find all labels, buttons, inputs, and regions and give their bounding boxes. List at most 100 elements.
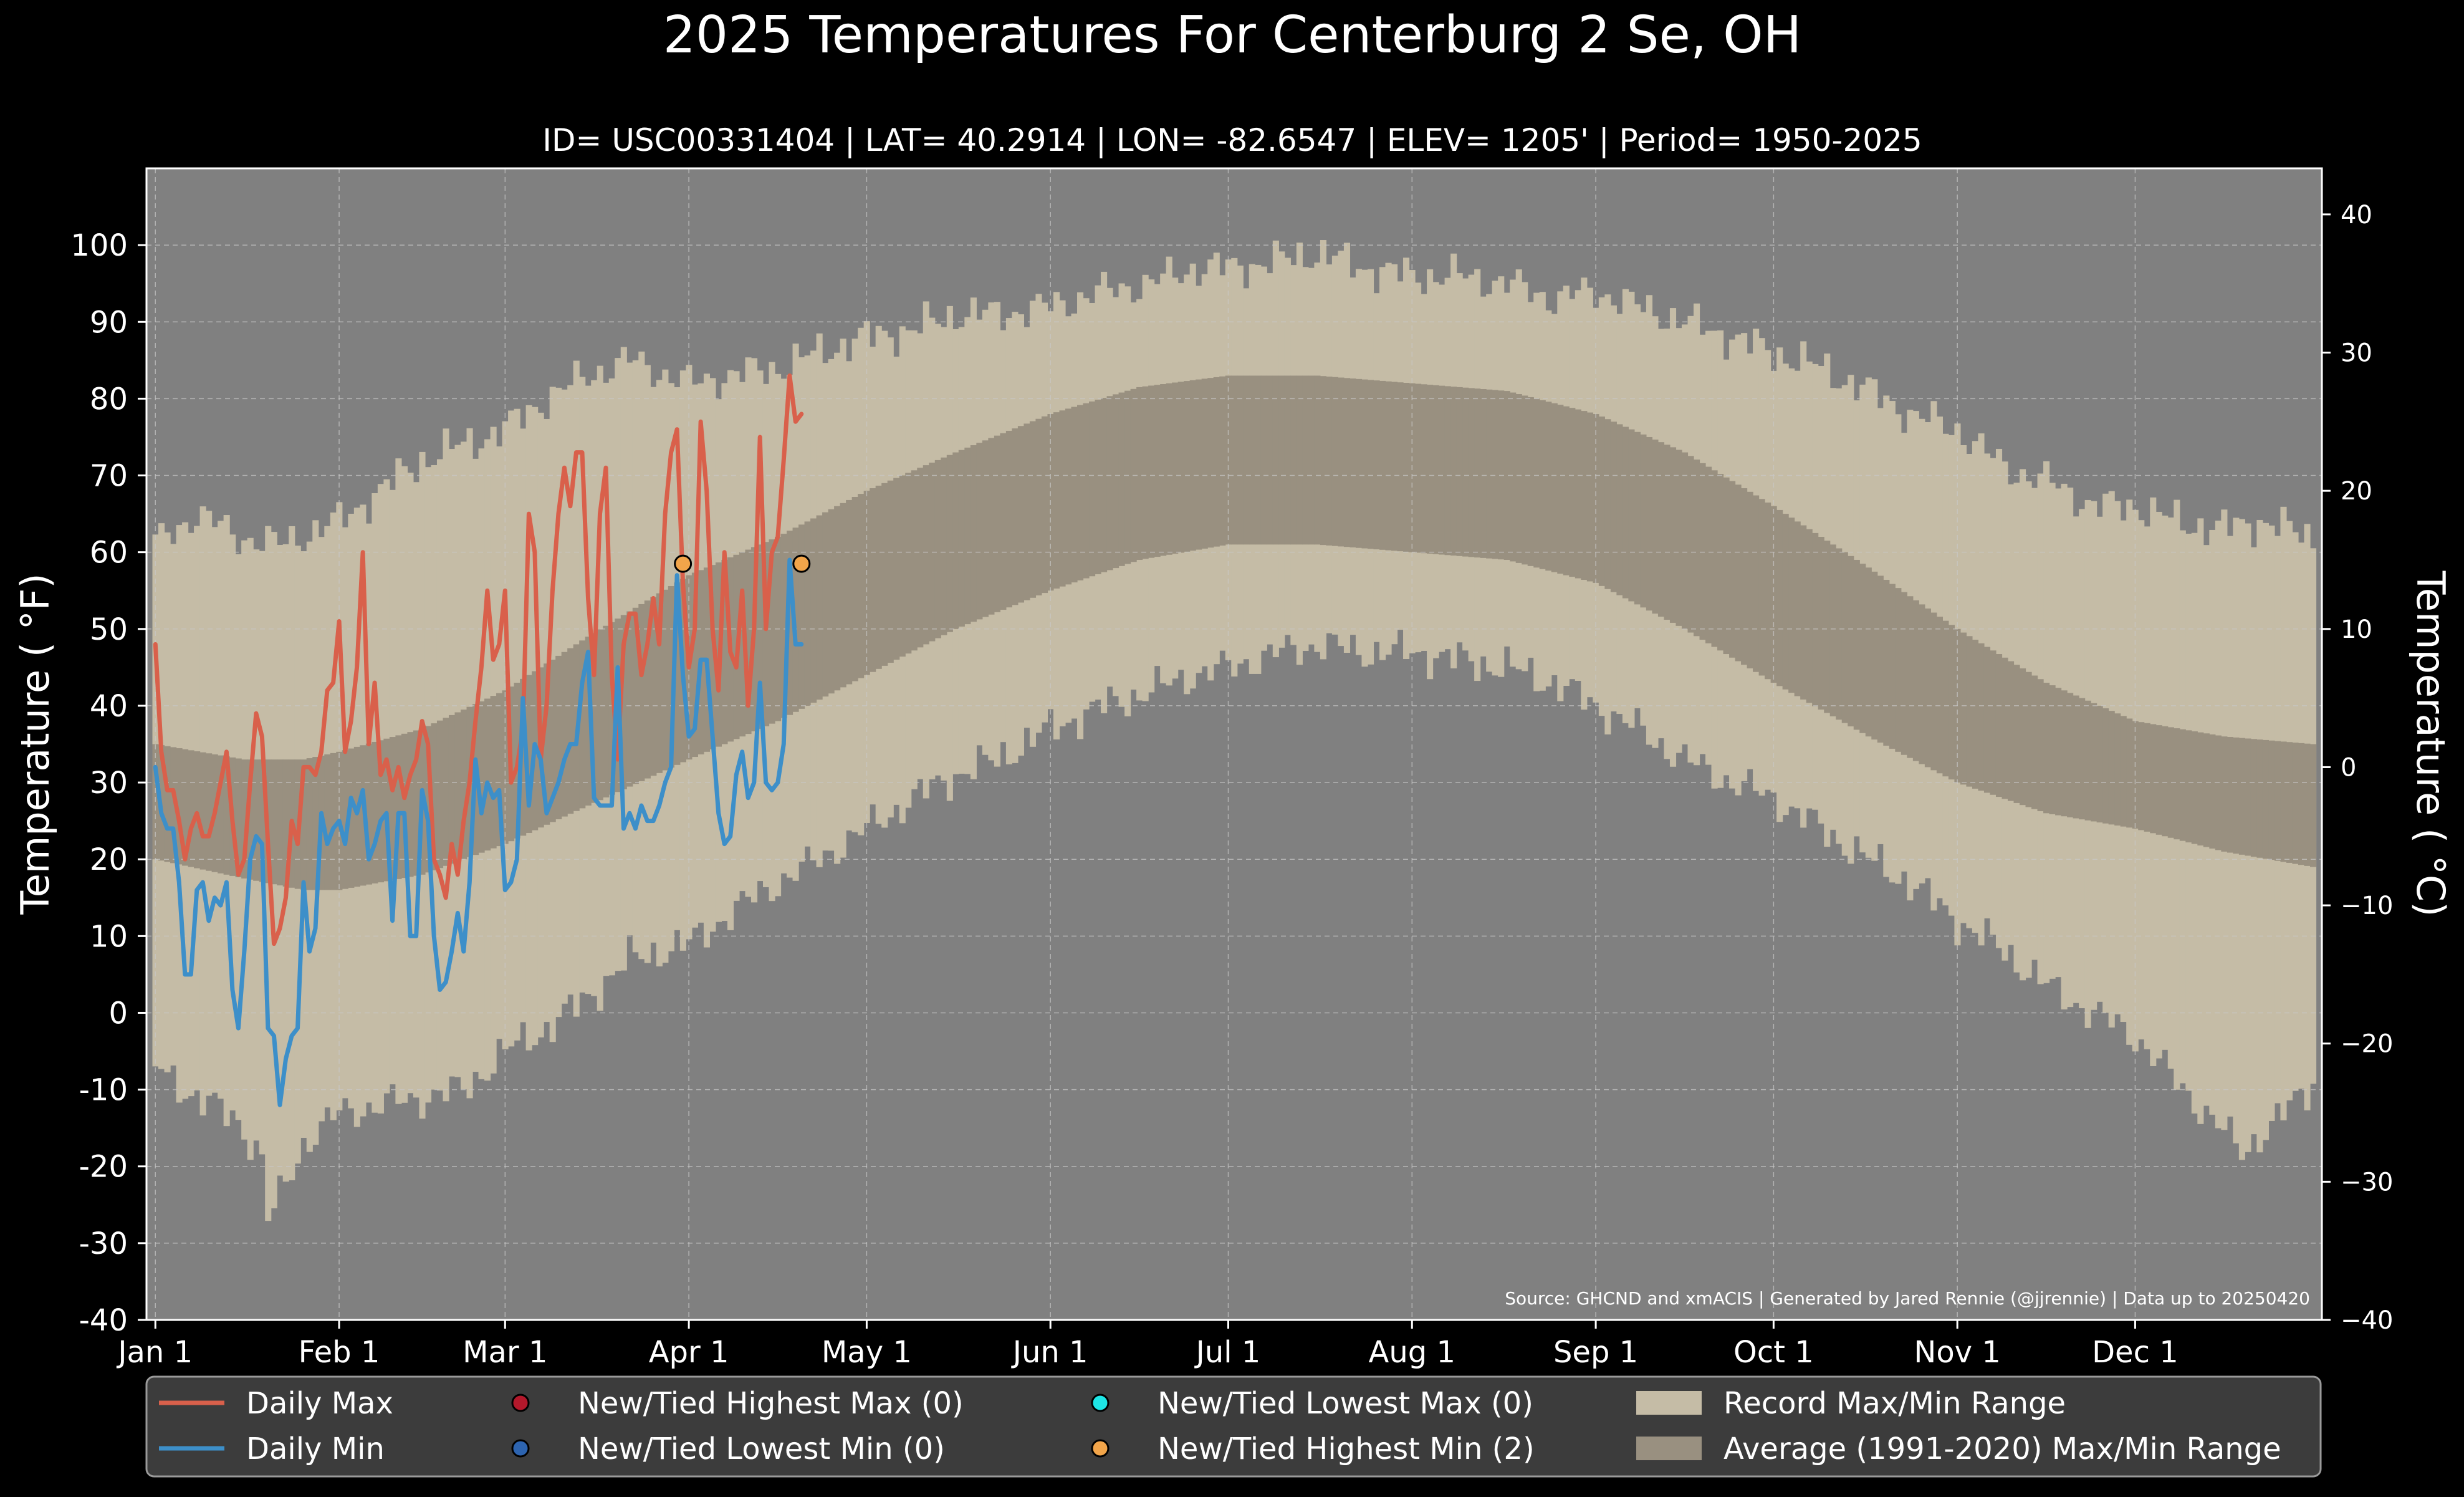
normal-range-bar xyxy=(1480,389,1487,558)
normal-range-bar xyxy=(1924,608,1931,768)
normal-range-bar xyxy=(662,589,669,771)
normal-range-bar xyxy=(1237,375,1244,545)
normal-range-bar xyxy=(1510,392,1517,562)
normal-range-bar xyxy=(1770,506,1777,683)
normal-range-bar xyxy=(1978,643,1985,791)
normal-range-bar xyxy=(1622,426,1629,599)
normal-range-bar xyxy=(1782,514,1789,690)
normal-range-bar xyxy=(1118,392,1125,566)
normal-range-bar xyxy=(1101,398,1108,572)
normal-range-bar xyxy=(1948,625,1955,780)
normal-range-bar xyxy=(496,693,503,847)
normal-range-bar xyxy=(958,450,965,627)
normal-range-bar xyxy=(739,552,746,737)
normal-range-bar xyxy=(1515,394,1522,563)
normal-range-bar xyxy=(544,663,550,825)
normal-range-bar xyxy=(1693,460,1700,637)
normal-range-bar xyxy=(1017,426,1025,603)
normal-range-bar xyxy=(787,531,793,715)
normal-range-bar xyxy=(603,625,610,797)
normal-range-bar xyxy=(1788,517,1795,693)
normal-range-bar xyxy=(330,753,337,890)
right-tick-label: −40 xyxy=(2341,1306,2393,1335)
normal-range-bar xyxy=(2286,742,2293,863)
normal-range-bar xyxy=(424,726,432,873)
normal-range-bar xyxy=(1758,499,1765,676)
normal-range-bar xyxy=(218,755,224,874)
normal-range-bar xyxy=(1586,412,1593,582)
normal-range-bar xyxy=(1765,503,1771,680)
normal-range-bar xyxy=(585,637,592,806)
legend-label: Record Max/Min Range xyxy=(1723,1386,2066,1421)
normal-range-bar xyxy=(2227,737,2233,853)
normal-range-bar xyxy=(626,611,633,787)
normal-range-bar xyxy=(176,748,183,865)
legend-label: Average (1991-2020) Max/Min Range xyxy=(1723,1432,2281,1466)
normal-range-bar xyxy=(1652,440,1659,614)
normal-range-bar xyxy=(2174,728,2180,840)
right-tick-label: 40 xyxy=(2341,201,2372,229)
normal-range-bar xyxy=(2250,739,2257,857)
normal-range-bar xyxy=(2245,738,2251,856)
normal-range-bar xyxy=(1942,620,1949,777)
normal-range-bar xyxy=(982,440,989,617)
normal-range-bar xyxy=(1717,474,1724,651)
normal-range-bar xyxy=(1201,378,1208,549)
normal-range-bar xyxy=(1486,389,1493,559)
normal-range-bar xyxy=(170,747,177,864)
normal-range-bar xyxy=(674,582,681,765)
normal-range-bar xyxy=(2043,682,2050,814)
normal-range-bar xyxy=(2155,725,2162,835)
normal-range-bar xyxy=(1296,375,1303,545)
normal-range-bar xyxy=(1806,529,1813,703)
plot-area: Source: GHCND and xmACIS | Generated by … xyxy=(145,167,2323,1321)
legend-label: New/Tied Lowest Max (0) xyxy=(1158,1386,1533,1421)
normal-range-bar xyxy=(834,506,841,691)
normal-range-bar xyxy=(2031,675,2038,809)
left-tick-label: -40 xyxy=(79,1303,128,1338)
normal-range-bar xyxy=(1581,411,1588,580)
normal-range-bar xyxy=(1522,395,1528,565)
left-tick-label: 70 xyxy=(90,459,128,494)
x-axis: Jan 1 Feb 1 Mar 1 Apr 1 May 1 Jun 1 Jul 1 Aug 1… xyxy=(116,1320,2179,1370)
normal-range-bar xyxy=(1705,466,1712,643)
normal-range-bar xyxy=(1610,421,1617,592)
normal-range-bar xyxy=(1960,632,1967,785)
right-tick-label: −10 xyxy=(2341,892,2393,920)
normal-range-bar xyxy=(1029,421,1037,598)
normal-range-bar xyxy=(2150,724,2157,834)
normal-range-bar xyxy=(1640,434,1647,608)
x-tick-label: Mar 1 xyxy=(463,1335,547,1370)
normal-range-bar xyxy=(1035,418,1042,595)
normal-range-bar xyxy=(917,468,924,648)
normal-range-bar xyxy=(1468,388,1475,557)
normal-range-bar xyxy=(1415,383,1422,553)
normal-range-bar xyxy=(1326,376,1333,546)
source-note: Source: GHCND and xmACIS | Generated by … xyxy=(1505,1288,2310,1309)
x-tick-label: Nov 1 xyxy=(1914,1335,2000,1370)
normal-range-bar xyxy=(490,696,497,849)
normal-range-bar xyxy=(1735,484,1742,662)
normal-range-bar xyxy=(2197,732,2204,846)
normal-range-bar xyxy=(436,720,444,869)
normal-range-bar xyxy=(2013,665,2020,803)
normal-range-bar xyxy=(1859,564,1866,733)
normal-range-bar xyxy=(353,746,360,887)
normal-range-bar xyxy=(555,655,562,819)
normal-range-bar xyxy=(2292,743,2299,864)
normal-range-bar xyxy=(870,488,876,672)
normal-range-bar xyxy=(1824,541,1831,713)
normal-range-bar xyxy=(2073,695,2079,819)
normal-range-bar xyxy=(1391,382,1398,551)
normal-range-bar xyxy=(502,690,509,844)
normal-range-bar xyxy=(976,443,983,620)
marker-highest-min xyxy=(674,554,693,573)
right-tick-label: −20 xyxy=(2341,1030,2393,1059)
legend-box xyxy=(145,1375,2322,1478)
normal-range-bar xyxy=(2185,730,2192,843)
normal-range-bar xyxy=(1331,377,1339,546)
normal-range-bar xyxy=(2309,744,2317,867)
normal-range-bar xyxy=(1385,381,1392,551)
normal-range-bar xyxy=(911,470,918,651)
normal-range-bar xyxy=(1527,397,1534,566)
